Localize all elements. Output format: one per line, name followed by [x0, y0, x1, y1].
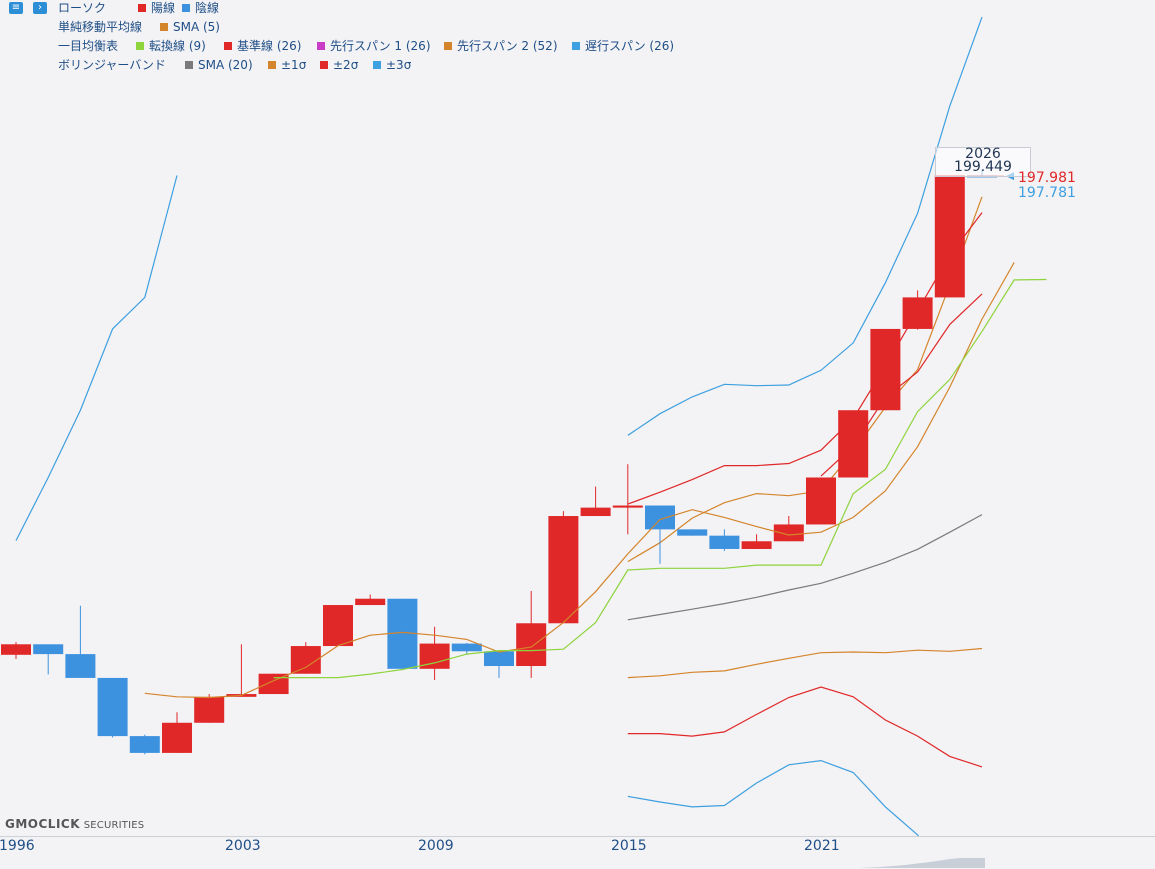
legend-label: ±1σ	[281, 58, 307, 72]
brand-logo: GMOCLICK SECURITIES	[5, 817, 144, 831]
legend-item-bearish[interactable]: 陰線	[182, 0, 219, 16]
swatch-icon	[138, 4, 146, 12]
swatch-icon	[317, 42, 325, 50]
legend-item-kijun[interactable]: 基準線 (26)	[224, 38, 301, 54]
candle-body	[902, 297, 933, 329]
legend-label: 先行スパン 1 (26)	[330, 39, 431, 53]
swatch-icon	[160, 23, 168, 31]
candle-body	[451, 643, 482, 652]
swatch-icon	[320, 61, 328, 69]
series-line-9	[273, 278, 1047, 679]
legend-row-sma: 単純移動平均線 SMA (5)	[58, 19, 220, 35]
x-tick-label: 1996	[0, 838, 35, 854]
candle-body	[580, 507, 611, 517]
candle-body	[484, 651, 514, 667]
brand-name: GMOCLICK	[5, 817, 81, 831]
series-line-+1σ	[627, 196, 983, 563]
candle-body	[355, 598, 386, 606]
legend-label: 基準線 (26)	[237, 39, 302, 53]
legend-item-bb-2sigma[interactable]: ±2σ	[320, 57, 358, 73]
swatch-icon	[572, 42, 580, 50]
legend-label: 転換線 (9)	[149, 39, 206, 53]
series-line--1σ	[627, 647, 983, 679]
legend-row-bollinger: ボリンジャーバンド SMA (20) ±1σ ±2σ ±3σ	[58, 57, 411, 73]
legend-item-senkou1[interactable]: 先行スパン 1 (26)	[317, 38, 431, 54]
tooltip-year: 2026	[965, 146, 1001, 162]
x-tick-label: 2003	[225, 838, 261, 854]
series-line-26	[820, 293, 983, 477]
candle-body	[194, 696, 225, 723]
swatch-icon	[182, 4, 190, 12]
candle-body	[516, 623, 547, 667]
series-line-SMA5	[144, 262, 1015, 699]
last-price-label: 197.981	[1018, 170, 1076, 186]
x-tick-label: 2015	[611, 838, 647, 854]
tooltip-value: 199.449	[954, 159, 1012, 175]
candle-body	[773, 524, 804, 542]
candle-body	[162, 722, 192, 753]
x-tick-label: 2009	[418, 838, 454, 854]
swatch-icon	[373, 61, 381, 69]
legend-item-bullish[interactable]: 陽線	[138, 0, 175, 16]
series-line-SMA20	[627, 514, 983, 621]
candle-body	[645, 505, 675, 530]
legend-label: 陰線	[195, 1, 220, 15]
candle-body	[548, 516, 579, 624]
legend-item-sma5[interactable]: SMA (5)	[160, 19, 220, 35]
candle-body	[806, 477, 836, 525]
candle-body	[65, 654, 96, 678]
swatch-icon	[185, 61, 193, 69]
series-line-26	[15, 175, 178, 541]
series-line-+3σ	[627, 16, 983, 436]
legend-title: ボリンジャーバンド	[58, 58, 166, 72]
legend-title: 単純移動平均線	[58, 20, 143, 34]
legend-label: 先行スパン 2 (52)	[457, 39, 558, 53]
legend-title: ローソク	[58, 1, 107, 15]
legend-label: SMA (20)	[198, 58, 253, 72]
legend-item-tenkan[interactable]: 転換線 (9)	[136, 38, 206, 54]
series-line-+2σ	[627, 212, 983, 505]
candle-body	[33, 644, 64, 655]
navigator-preview[interactable]	[860, 856, 990, 868]
legend-label: ±2σ	[333, 58, 359, 72]
swatch-icon	[268, 61, 276, 69]
candle-body	[129, 736, 160, 753]
candle-body	[934, 175, 965, 298]
legend-item-chikou[interactable]: 遅行スパン (26)	[572, 38, 674, 54]
brand-suffix: SECURITIES	[83, 820, 145, 831]
legend-label: 遅行スパン (26)	[585, 39, 675, 53]
candle-body	[612, 505, 643, 508]
swatch-icon	[224, 42, 232, 50]
crosshair-tooltip: 2026 199.449	[935, 147, 1031, 177]
candle-body	[258, 673, 289, 695]
legend-item-bb-3sigma[interactable]: ±3σ	[373, 57, 411, 73]
candle-body	[97, 677, 128, 737]
expand-arrow-icon[interactable]: ›	[33, 2, 47, 14]
legend-row-ichimoku: 一目均衡表 転換線 (9) 基準線 (26) 先行スパン 1 (26) 先行スパ…	[58, 38, 674, 54]
legend-label: SMA (5)	[173, 20, 220, 34]
legend-item-senkou2[interactable]: 先行スパン 2 (52)	[444, 38, 558, 54]
series-line--2σ	[627, 686, 983, 768]
candle-body	[838, 410, 869, 478]
candle-body	[709, 535, 740, 549]
legend-label: 陽線	[151, 1, 176, 15]
swatch-icon	[136, 42, 144, 50]
marker-price-label: 197.781	[1018, 185, 1076, 201]
candle-body	[1, 644, 31, 655]
candle-body	[677, 529, 708, 536]
candle-body	[741, 541, 772, 549]
candle-body	[290, 646, 321, 674]
legend-title: 一目均衡表	[58, 39, 119, 53]
swatch-icon	[444, 42, 452, 50]
legend-label: ±3σ	[386, 58, 412, 72]
menu-icon[interactable]: ≡	[9, 2, 23, 14]
candle-body	[323, 605, 353, 647]
legend-item-bb-1sigma[interactable]: ±1σ	[268, 57, 306, 73]
x-tick-label: 2021	[804, 838, 840, 854]
legend-item-bb-sma20[interactable]: SMA (20)	[185, 57, 253, 73]
legend-row-candles: ローソク 陽線 陰線	[58, 0, 219, 16]
